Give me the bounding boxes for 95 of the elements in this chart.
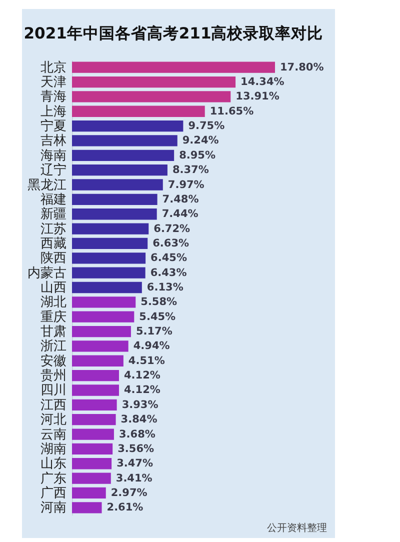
data-label: 3.68% — [118, 428, 156, 440]
data-label: 3.56% — [118, 442, 155, 455]
bar — [72, 252, 146, 264]
y-tick-label: 山东 — [40, 456, 66, 472]
y-tick-label: 陕西 — [40, 251, 66, 266]
bar — [72, 135, 178, 146]
bar — [72, 267, 146, 278]
y-tick-label: 福建 — [40, 192, 66, 208]
y-tick-label: 四川 — [40, 383, 66, 398]
data-label: 4.12% — [124, 384, 161, 396]
bar — [72, 179, 163, 190]
y-tick-label: 北京 — [40, 60, 66, 76]
y-tick-label: 河北 — [40, 412, 66, 428]
bar — [72, 62, 275, 73]
data-label: 8.37% — [172, 164, 210, 176]
data-label: 6.72% — [154, 222, 191, 235]
y-tick-label: 浙江 — [40, 339, 66, 354]
data-label: 9.24% — [182, 134, 220, 147]
data-label: 5.17% — [136, 326, 173, 338]
data-label: 14.34% — [240, 76, 285, 88]
y-tick-label: 黑龙江 — [28, 178, 66, 193]
y-tick-label: 甘肃 — [40, 324, 66, 340]
bar — [72, 326, 131, 338]
data-label: 6.13% — [146, 282, 184, 294]
bar — [72, 194, 158, 206]
y-tick-label: 天津 — [40, 75, 66, 90]
bar — [72, 428, 114, 440]
bar — [72, 355, 124, 366]
y-tick-label: 云南 — [40, 427, 66, 442]
y-tick-label: 宁夏 — [40, 118, 66, 134]
bar — [72, 120, 184, 132]
y-tick-label: 辽宁 — [40, 162, 66, 178]
bar — [72, 150, 174, 161]
data-label: 5.58% — [140, 296, 178, 308]
bar — [72, 487, 106, 499]
text: 公开资料整理 — [267, 522, 327, 534]
data-label: 2.61% — [106, 502, 144, 514]
data-label: 7.44% — [162, 208, 199, 220]
data-label: 7.48% — [162, 193, 200, 206]
data-label: 7.97% — [168, 178, 205, 191]
data-label: 3.47% — [116, 458, 154, 470]
y-tick-label: 贵州 — [40, 368, 66, 384]
bar — [72, 91, 231, 102]
bar — [72, 502, 102, 514]
bar — [72, 370, 119, 382]
bar — [72, 164, 168, 176]
y-tick-label: 上海 — [40, 104, 66, 120]
bar — [72, 458, 112, 470]
bar — [72, 208, 157, 220]
y-tick-label: 重庆 — [40, 310, 66, 325]
y-tick-label: 安徽 — [40, 352, 66, 369]
bar — [72, 311, 134, 322]
bar — [72, 384, 119, 396]
y-tick-label: 江苏 — [40, 222, 66, 237]
data-label: 6.63% — [152, 237, 190, 250]
y-tick-label: 广西 — [40, 486, 66, 501]
bar — [72, 223, 149, 234]
data-label: 3.84% — [120, 414, 158, 426]
chart-title: 2021年中国各省高考211高校录取率对比 — [24, 24, 324, 42]
data-label: 8.95% — [179, 149, 216, 162]
bar — [72, 443, 113, 455]
bar — [72, 472, 111, 484]
bar — [72, 414, 116, 426]
data-label: 11.65% — [210, 105, 254, 118]
data-label: 4.12% — [124, 370, 161, 382]
bar — [72, 296, 136, 308]
data-label: 13.91% — [236, 90, 280, 103]
data-label: 17.80% — [280, 61, 324, 74]
y-tick-label: 湖南 — [40, 442, 66, 457]
data-label: 4.51% — [128, 354, 166, 367]
data-label: 6.43% — [150, 266, 188, 279]
data-label: 3.41% — [116, 472, 153, 484]
y-tick-label: 广东 — [40, 471, 66, 486]
data-label: 6.45% — [150, 252, 188, 264]
y-tick-label: 山西 — [40, 280, 66, 296]
data-label: 3.93% — [122, 398, 159, 411]
y-tick-label: 河南 — [40, 500, 66, 516]
y-tick-label: 湖北 — [40, 295, 66, 310]
data-label: 9.75% — [188, 120, 226, 132]
bar — [72, 340, 128, 352]
y-tick-label: 江西 — [40, 398, 66, 413]
bar — [72, 238, 148, 250]
bar — [72, 282, 142, 294]
y-tick-label: 海南 — [40, 148, 66, 164]
bar — [72, 106, 205, 117]
data-label: 2.97% — [110, 486, 148, 499]
y-tick-label: 内蒙古 — [28, 266, 66, 281]
bar — [72, 399, 117, 410]
y-tick-label: 吉林 — [40, 134, 66, 149]
y-tick-label: 青海 — [40, 90, 66, 105]
data-label: 5.45% — [139, 310, 176, 323]
y-tick-label: 西藏 — [40, 236, 66, 252]
y-tick-label: 新疆 — [40, 207, 66, 222]
data-label: 4.94% — [133, 340, 170, 352]
bar — [72, 76, 236, 88]
